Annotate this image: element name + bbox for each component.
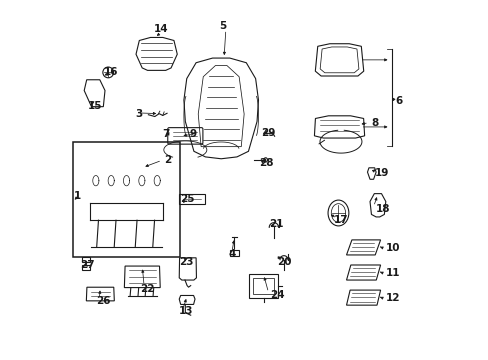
Bar	[81, 265, 89, 270]
Text: 28: 28	[259, 158, 273, 168]
Text: 29: 29	[260, 128, 274, 138]
Bar	[73, 142, 180, 257]
Bar	[230, 250, 238, 256]
Text: 12: 12	[386, 293, 400, 303]
Text: 3: 3	[135, 109, 142, 119]
Text: 10: 10	[386, 243, 400, 253]
Text: 19: 19	[373, 168, 388, 178]
Bar	[248, 274, 278, 298]
Text: 5: 5	[219, 21, 226, 31]
Text: 7: 7	[163, 129, 170, 139]
Text: 17: 17	[333, 215, 347, 225]
Text: 24: 24	[270, 291, 285, 301]
Text: 22: 22	[140, 284, 155, 294]
Text: 18: 18	[375, 204, 389, 215]
Text: 8: 8	[371, 118, 378, 128]
Text: 20: 20	[276, 257, 291, 267]
Text: 6: 6	[394, 96, 402, 106]
Text: 9: 9	[190, 129, 197, 139]
Bar	[179, 194, 204, 204]
Text: 15: 15	[87, 102, 102, 112]
Text: 1: 1	[74, 191, 81, 201]
Bar	[81, 257, 89, 262]
Text: 11: 11	[386, 268, 400, 278]
Text: 23: 23	[179, 257, 193, 267]
Text: 26: 26	[96, 296, 110, 306]
Text: 16: 16	[104, 67, 118, 77]
Text: 2: 2	[163, 155, 171, 165]
Text: 27: 27	[80, 260, 95, 270]
Text: 21: 21	[268, 219, 283, 229]
Text: 13: 13	[179, 306, 193, 316]
Text: 14: 14	[154, 24, 168, 35]
Text: 4: 4	[228, 248, 235, 258]
Bar	[253, 278, 273, 294]
Text: 25: 25	[180, 194, 194, 204]
